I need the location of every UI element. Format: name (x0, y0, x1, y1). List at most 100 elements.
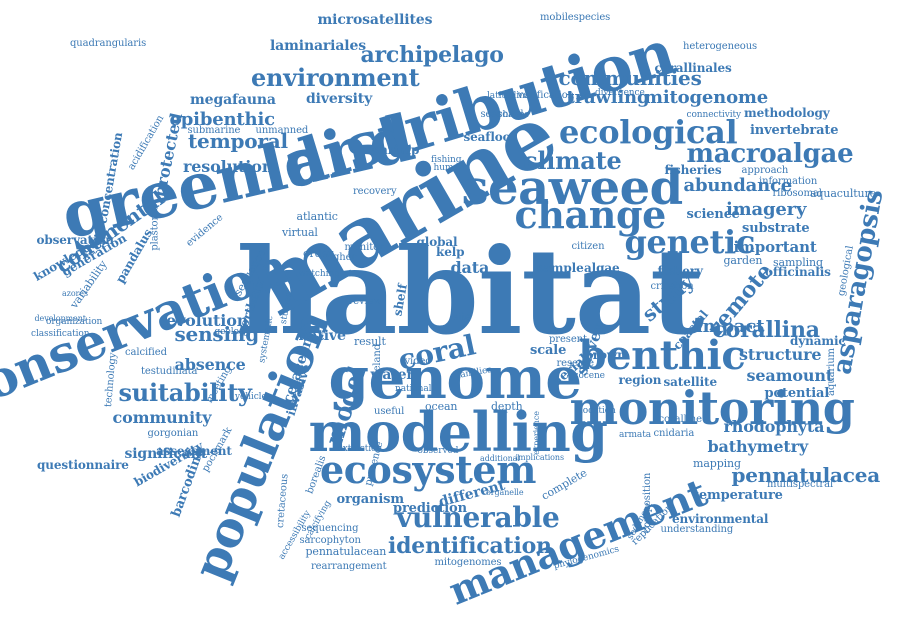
word-science: science (686, 206, 740, 222)
word-kelp: kelp (436, 245, 465, 259)
word-vehicle: vehicle (235, 391, 267, 402)
word-questionnaire: questionnaire (37, 458, 129, 472)
word-methodology: methodology (744, 106, 830, 120)
word-classification: classification (31, 328, 90, 339)
word-present: present (549, 334, 587, 345)
word-monitor: monitor (344, 242, 384, 253)
word-important: important (733, 237, 817, 256)
word-extinction: extinction (337, 443, 383, 454)
word-armata: armata (619, 429, 652, 440)
word-corallina: corallina (712, 317, 820, 343)
word-coralline: coralline (658, 414, 703, 425)
word-video: video (404, 356, 432, 367)
word-assessment: assessment (156, 444, 232, 458)
word-aquarium: aquarium (825, 348, 837, 396)
word-monitoring: monitoring (569, 381, 855, 435)
word-location: location (580, 405, 616, 416)
word-rearrangement: rearrangement (311, 561, 387, 572)
word-rhodophyta: rhodophyta (723, 417, 825, 436)
word-useful: useful (374, 406, 405, 417)
word-connectivity: connectivity (686, 109, 742, 120)
word-sequencing: sequencing (301, 523, 359, 534)
word-data: data (450, 258, 490, 277)
word-modelling: modelling (308, 400, 609, 464)
word-satellite: satellite (663, 375, 718, 389)
word-resolution: resolution (183, 157, 274, 176)
word-benthic: benthic (578, 332, 746, 379)
word-citizen: citizen (571, 241, 605, 252)
word-order: order (303, 246, 334, 260)
word-identification: identification (388, 533, 552, 559)
word-site: site (453, 312, 471, 323)
word-ocean: ocean (425, 399, 458, 413)
word-unmanned: unmanned (255, 125, 309, 136)
word-observation: observation (36, 233, 114, 247)
word-abundance: abundance (683, 175, 793, 196)
word-potential: potential (764, 385, 830, 401)
word-mapping: mapping (693, 456, 741, 470)
word-pennatulacea: pennatulacea (731, 463, 881, 487)
word-scale: scale (530, 342, 567, 358)
word-organization: organization (46, 316, 103, 327)
word-imagery: imagery (726, 199, 807, 220)
word-vulnerable: vulnerable (396, 501, 560, 534)
word-approach: approach (741, 165, 789, 176)
word-prediction: prediction (393, 500, 467, 516)
word-absence: absence (174, 355, 246, 374)
word-epibenthic: epibenthic (169, 109, 276, 130)
word-chagos: chagos (497, 109, 530, 120)
word-garden: garden (723, 253, 763, 267)
word-information: information (759, 176, 818, 187)
word-structure: structure (739, 345, 822, 364)
word-ecological: ecological (559, 113, 738, 151)
word-sampling: sampling (773, 255, 823, 269)
word-microsatellites: microsatellites (317, 12, 433, 28)
word-reserve: reserve (556, 358, 595, 369)
word-climate: climate (523, 146, 622, 175)
word-iceland: iceland (372, 343, 384, 381)
word-genetic: genetic (624, 223, 756, 261)
word-aquaculture: aquaculture (810, 186, 877, 200)
word-sample: sample (536, 261, 584, 275)
word-heterogeneous: heterogeneous (683, 41, 758, 52)
word-diversity: diversity (306, 91, 373, 107)
word-environmental: environmental (672, 512, 769, 526)
word-temporal: temporal (188, 129, 288, 153)
word-result: result (354, 334, 386, 348)
word-pennatulacean: pennatulacean (305, 544, 387, 558)
word-quadrangularis: quadrangularis (70, 38, 147, 49)
word-understanding: understanding (660, 524, 734, 535)
word-virtual: virtual (282, 225, 318, 239)
word-verification: verification (517, 90, 575, 101)
word-dynamic: dynamic (790, 334, 846, 348)
word-human: human (433, 162, 465, 173)
word-depth: depth (491, 399, 523, 413)
word-review: review (348, 296, 383, 307)
word-significant: significant (124, 446, 208, 462)
word-community: community (112, 408, 212, 427)
word-cocene: cocene (573, 370, 606, 381)
word-water: water (370, 367, 414, 383)
word-seafloor: seafloor (463, 130, 517, 144)
word-native: native (298, 328, 346, 344)
word-region: region (618, 373, 662, 387)
word-latitudinal: latitudinal (487, 90, 533, 101)
word-sarcophyton: sarcophyton (299, 535, 361, 546)
word-azores: azores (62, 289, 88, 298)
word-organelle: organelle (486, 488, 524, 497)
word-ecosystem: ecosystem (320, 447, 537, 492)
word-evolution: evolution (166, 311, 249, 330)
word-fishing: fishing (431, 154, 462, 165)
word-geology: geology (214, 326, 250, 337)
word-divergence: divergence (595, 87, 645, 98)
word-habitat: habitat (236, 222, 705, 361)
word-invertebrate: invertebrate (750, 122, 839, 138)
word-shrimp: shrimp (372, 143, 420, 157)
word-complete: complete (539, 465, 590, 503)
word-cretaceous: cretaceous (274, 473, 291, 529)
word-higher: higher (323, 252, 357, 263)
word-atlantic: atlantic (296, 209, 338, 223)
word-global: global (416, 235, 458, 249)
word-laminariales: laminariales (270, 38, 366, 54)
